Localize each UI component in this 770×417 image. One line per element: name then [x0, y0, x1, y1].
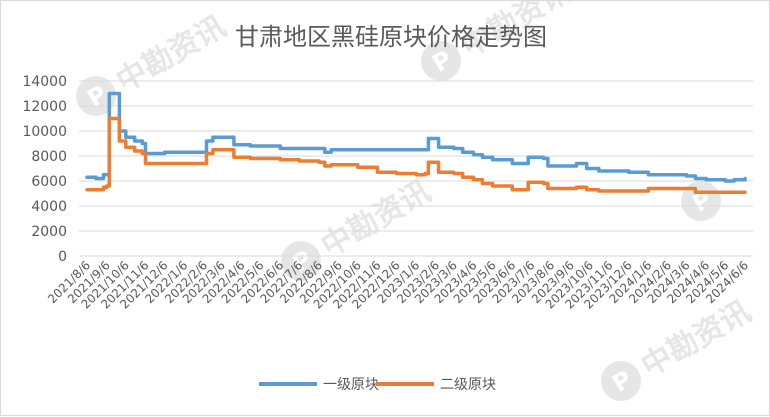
y-tick-label: 12000	[22, 99, 67, 115]
series-lines	[85, 91, 747, 195]
watermark-5: P	[681, 181, 721, 221]
x-axis-ticks: 2021/8/62021/9/62021/10/62021/11/62021/1…	[45, 258, 751, 311]
watermark-text: 中勘资讯	[111, 9, 232, 99]
series-line-2	[85, 116, 747, 195]
watermark-badge-icon	[281, 241, 321, 281]
y-tick-label: 6000	[31, 174, 67, 190]
y-axis-ticks: 0 2000 4000 6000 8000 10000 12000 14000	[22, 74, 67, 265]
y-tick-label: 4000	[31, 199, 67, 215]
watermark-text: 中勘资讯	[636, 294, 757, 384]
chart-title: 甘肃地区黑硅原块价格走势图	[235, 23, 547, 51]
gridlines	[79, 80, 753, 257]
y-tick-label: 10000	[22, 124, 67, 140]
y-tick-label: 8000	[31, 149, 67, 165]
y-tick-label: 0	[58, 249, 67, 265]
watermark-badge-icon	[421, 41, 461, 81]
watermark-group: P 中勘资讯 P 中勘资讯 P 中勘资讯 P 中勘资讯 P	[76, 1, 757, 401]
watermark-text: 中勘资讯	[316, 174, 437, 264]
legend-label-series-2: 二级原块	[440, 377, 496, 393]
y-tick-label: 14000	[22, 74, 67, 90]
watermark-3: P 中勘资讯	[601, 294, 757, 401]
legend-label-series-1: 一级原块	[323, 377, 379, 393]
series-line-1	[85, 91, 747, 183]
watermark-badge-icon	[601, 361, 641, 401]
y-tick-label: 2000	[31, 224, 67, 240]
legend: 一级原块 二级原块	[259, 377, 496, 393]
